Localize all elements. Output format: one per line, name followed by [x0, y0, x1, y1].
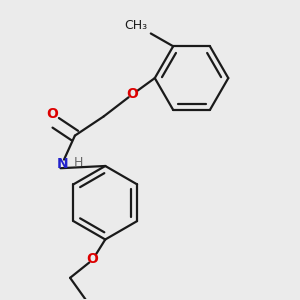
Text: H: H	[74, 156, 83, 169]
Text: O: O	[46, 107, 58, 121]
Text: N: N	[56, 158, 68, 171]
Text: O: O	[127, 87, 138, 101]
Text: CH₃: CH₃	[124, 19, 148, 32]
Text: O: O	[86, 252, 98, 266]
